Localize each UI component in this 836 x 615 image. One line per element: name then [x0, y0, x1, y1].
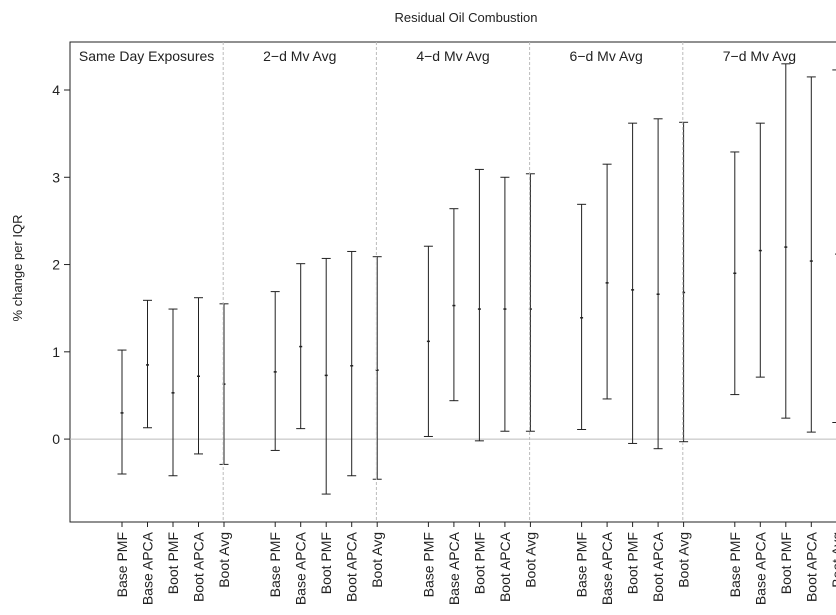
- x-category-label: Boot APCA: [803, 531, 819, 602]
- panel-title: 7−d Mv Avg: [723, 48, 796, 64]
- x-category-label: Base PMF: [420, 532, 436, 597]
- panel-title: 2−d Mv Avg: [263, 48, 336, 64]
- x-category-label: Boot APCA: [650, 531, 666, 602]
- y-tick-label: 3: [52, 169, 60, 185]
- x-category-label: Boot Avg: [676, 532, 692, 588]
- panel-title: Same Day Exposures: [79, 48, 214, 64]
- x-category-label: Base APCA: [752, 531, 768, 605]
- chart-title: Residual Oil Combustion: [394, 10, 537, 25]
- plot-frame: [69, 41, 836, 523]
- x-category-label: Base PMF: [727, 532, 743, 597]
- x-category-label: Boot PMF: [318, 532, 334, 594]
- y-axis-label: % change per IQR: [10, 215, 25, 322]
- x-category-label: Boot APCA: [497, 531, 513, 602]
- x-category-label: Base PMF: [114, 532, 130, 597]
- panel-title: 6−d Mv Avg: [570, 48, 643, 64]
- x-category-label: Boot APCA: [344, 531, 360, 602]
- x-category-label: Base APCA: [599, 531, 615, 605]
- x-category-label: Boot PMF: [165, 532, 181, 594]
- x-category-label: Boot Avg: [522, 532, 538, 588]
- x-category-label: Base APCA: [293, 531, 309, 605]
- panel-title: 4−d Mv Avg: [416, 48, 489, 64]
- x-category-label: Boot Avg: [369, 532, 385, 588]
- x-category-label: Boot PMF: [778, 532, 794, 594]
- y-tick-label: 2: [52, 257, 60, 273]
- y-tick-label: 4: [52, 82, 60, 98]
- x-category-label: Base APCA: [140, 531, 156, 605]
- plot-area: 0 1 2 3 4 Same Day Exposures Base PMF Base APCA…: [52, 41, 836, 605]
- x-category-label: Base APCA: [446, 531, 462, 605]
- x-category-label: Boot APCA: [191, 531, 207, 602]
- x-category-label: Base PMF: [574, 532, 590, 597]
- x-category-label: Boot PMF: [471, 532, 487, 594]
- x-category-label: Boot Avg: [829, 532, 836, 588]
- y-tick-label: 0: [52, 431, 60, 447]
- y-tick-label: 1: [52, 344, 60, 360]
- x-category-label: Base PMF: [267, 532, 283, 597]
- x-category-label: Boot Avg: [216, 532, 232, 588]
- x-category-label: Boot PMF: [625, 532, 641, 594]
